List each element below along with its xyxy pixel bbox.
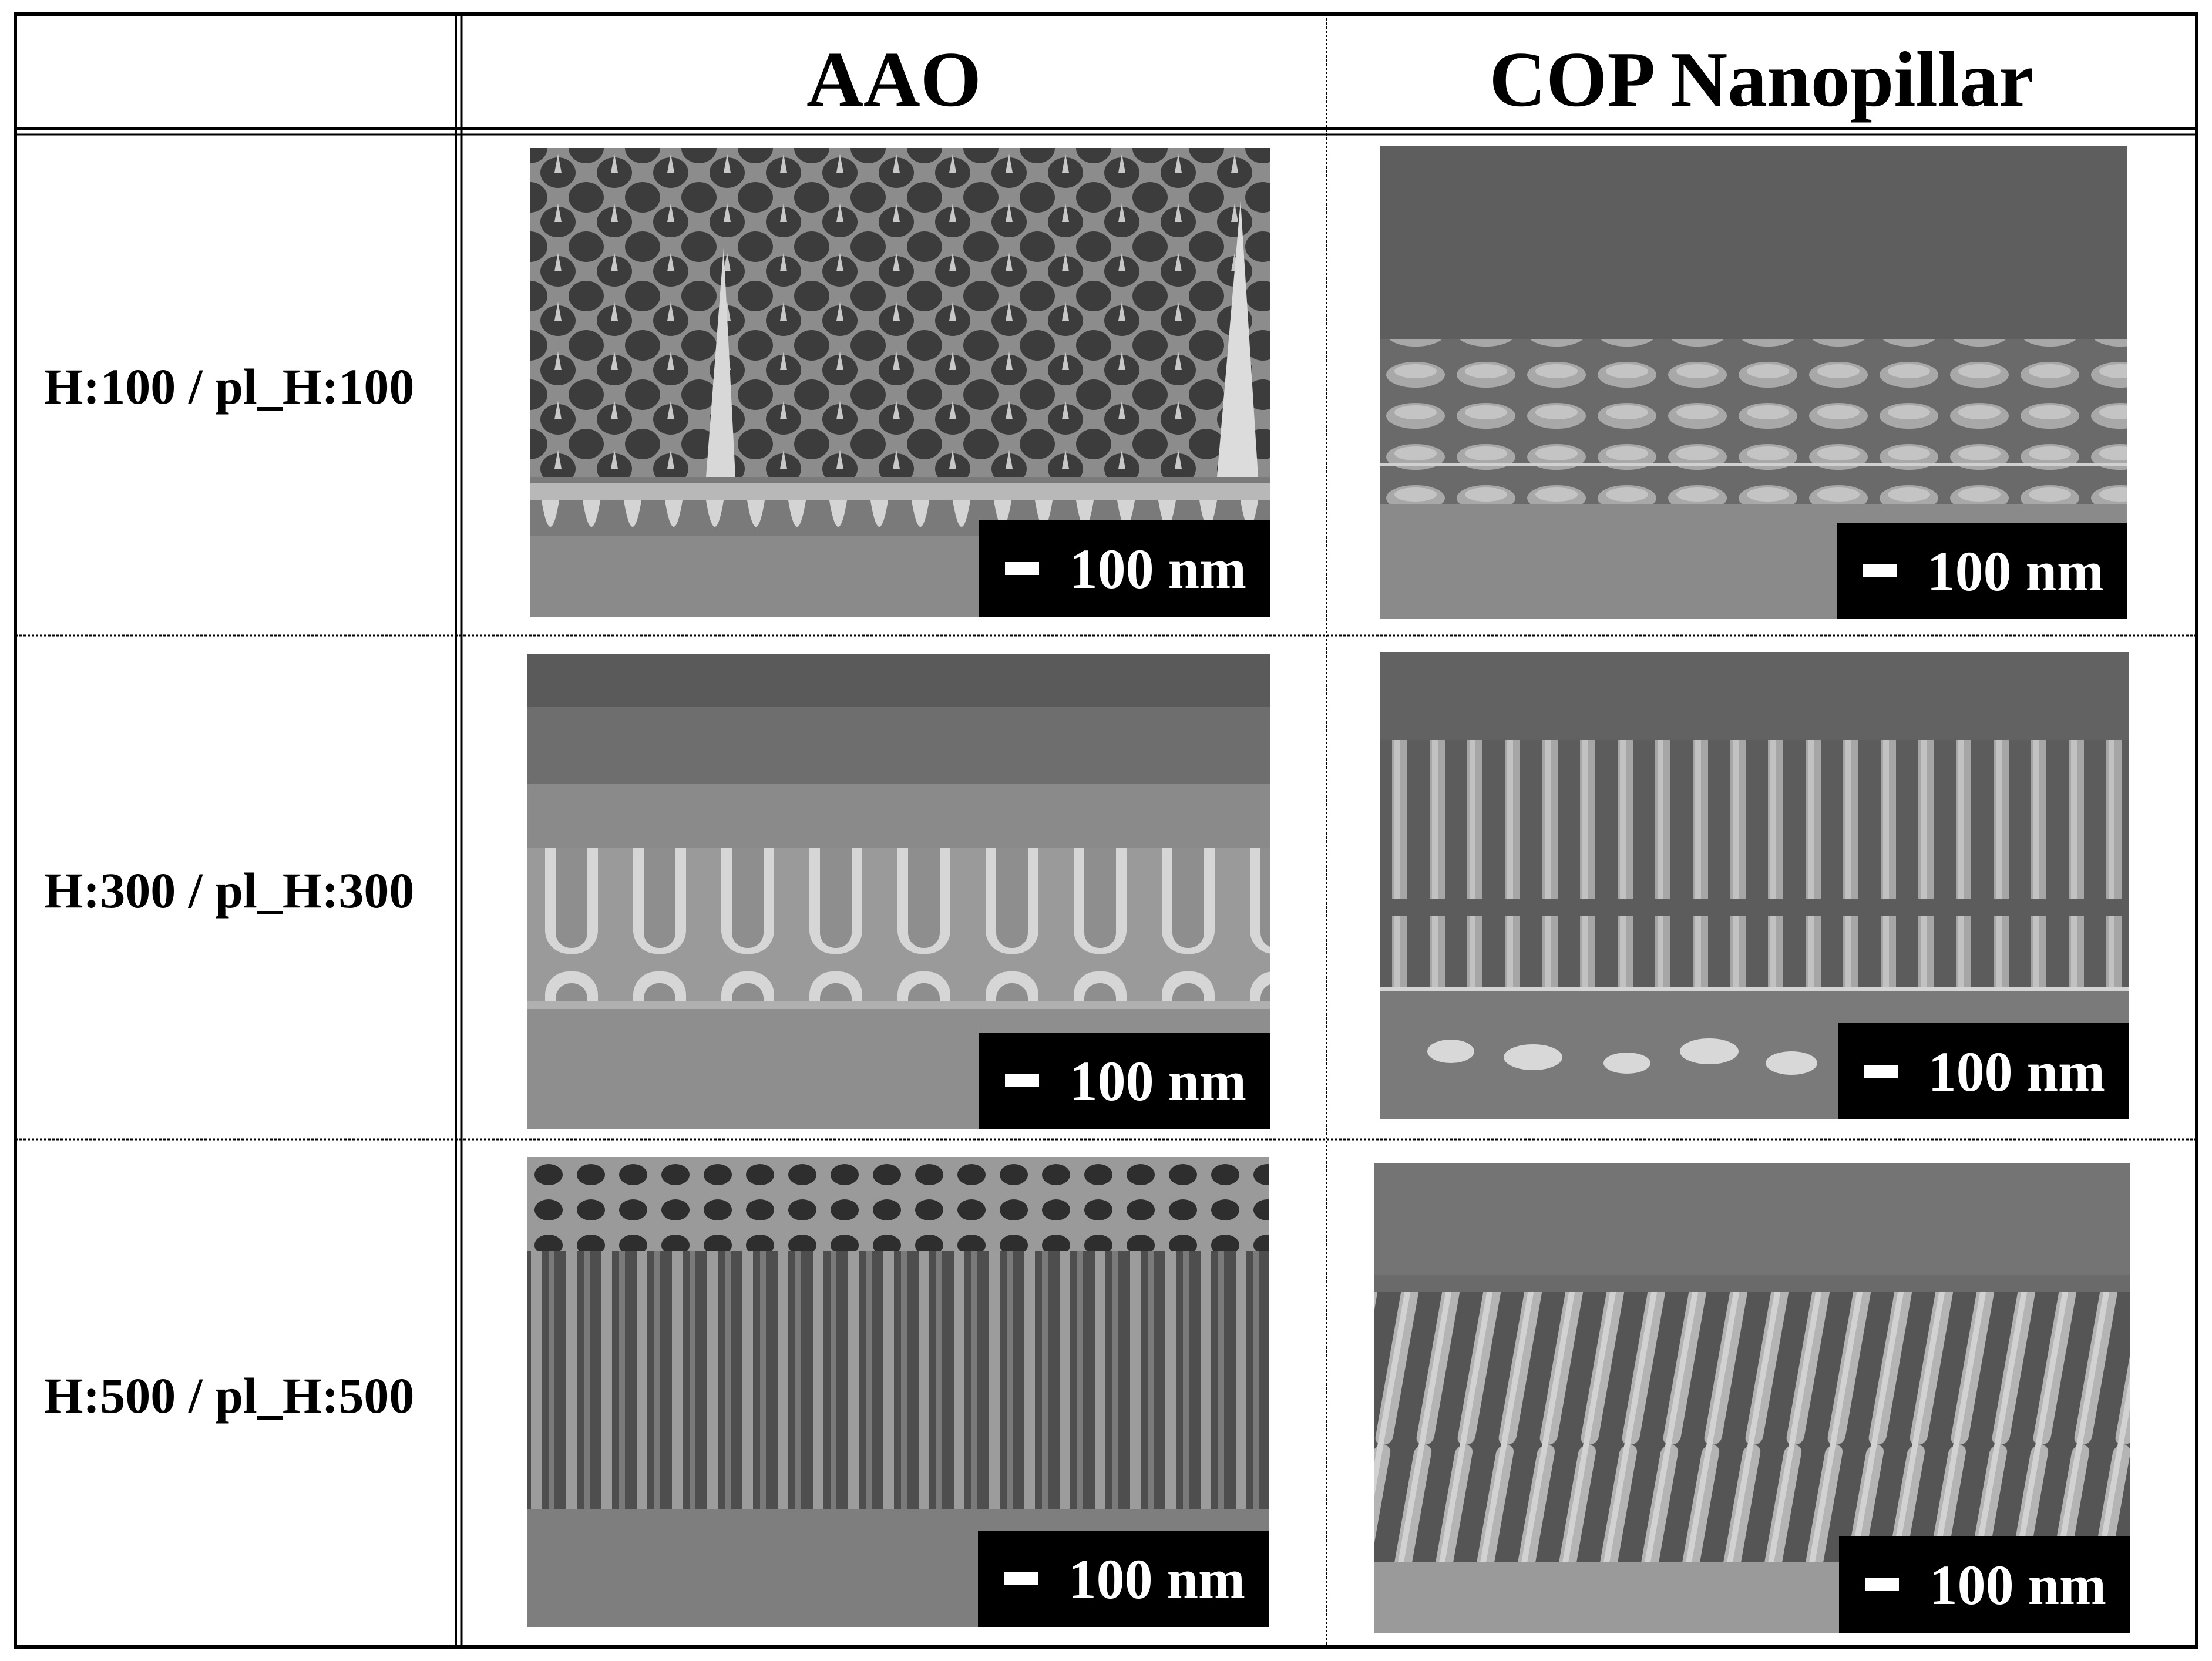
scale-bar-tick: [1003, 1572, 1038, 1585]
column-header-cop-nanopillar: COP Nanopillar: [1489, 36, 2034, 123]
scale-bar-label: 100 nm: [1928, 1040, 2105, 1103]
scale-bar-tick: [1004, 1074, 1039, 1087]
sem-image-aao-h300: 100 nm: [527, 654, 1270, 1129]
sem-image-aao-h500: 100 nm: [527, 1157, 1269, 1627]
row-label-h500: H:500 / pl_H:500: [43, 1367, 415, 1424]
scale-bar-aao-h500: 100 nm: [977, 1531, 1269, 1627]
sem-image-cop-h500: 100 nm: [1374, 1163, 2130, 1633]
sem-image-aao-h100: 100 nm: [530, 148, 1270, 617]
scale-bar-tick: [1004, 562, 1039, 575]
sem-image-cop-h100: 100 nm: [1380, 146, 2127, 619]
scale-bar-label: 100 nm: [1069, 537, 1246, 600]
scale-bar-cop-h300: 100 nm: [1837, 1023, 2129, 1119]
scale-bar-tick: [1864, 1578, 1899, 1591]
row-label-h300: H:300 / pl_H:300: [43, 862, 415, 919]
row-label-h100: H:100 / pl_H:100: [43, 358, 415, 415]
scale-bar-aao-h300: 100 nm: [979, 1033, 1270, 1129]
scale-bar-aao-h100: 100 nm: [979, 520, 1270, 617]
scale-bar-label: 100 nm: [1068, 1547, 1245, 1610]
scale-bar-cop-h500: 100 nm: [1838, 1536, 2130, 1633]
scale-bar-tick: [1862, 564, 1897, 577]
scale-bar-label: 100 nm: [1927, 539, 2104, 603]
scale-bar-label: 100 nm: [1929, 1553, 2106, 1616]
scale-bar-label: 100 nm: [1069, 1049, 1246, 1112]
column-header-aao: AAO: [806, 36, 981, 123]
scale-bar-cop-h100: 100 nm: [1836, 523, 2127, 619]
scale-bar-tick: [1863, 1065, 1898, 1078]
sem-image-cop-h300: 100 nm: [1380, 652, 2129, 1119]
